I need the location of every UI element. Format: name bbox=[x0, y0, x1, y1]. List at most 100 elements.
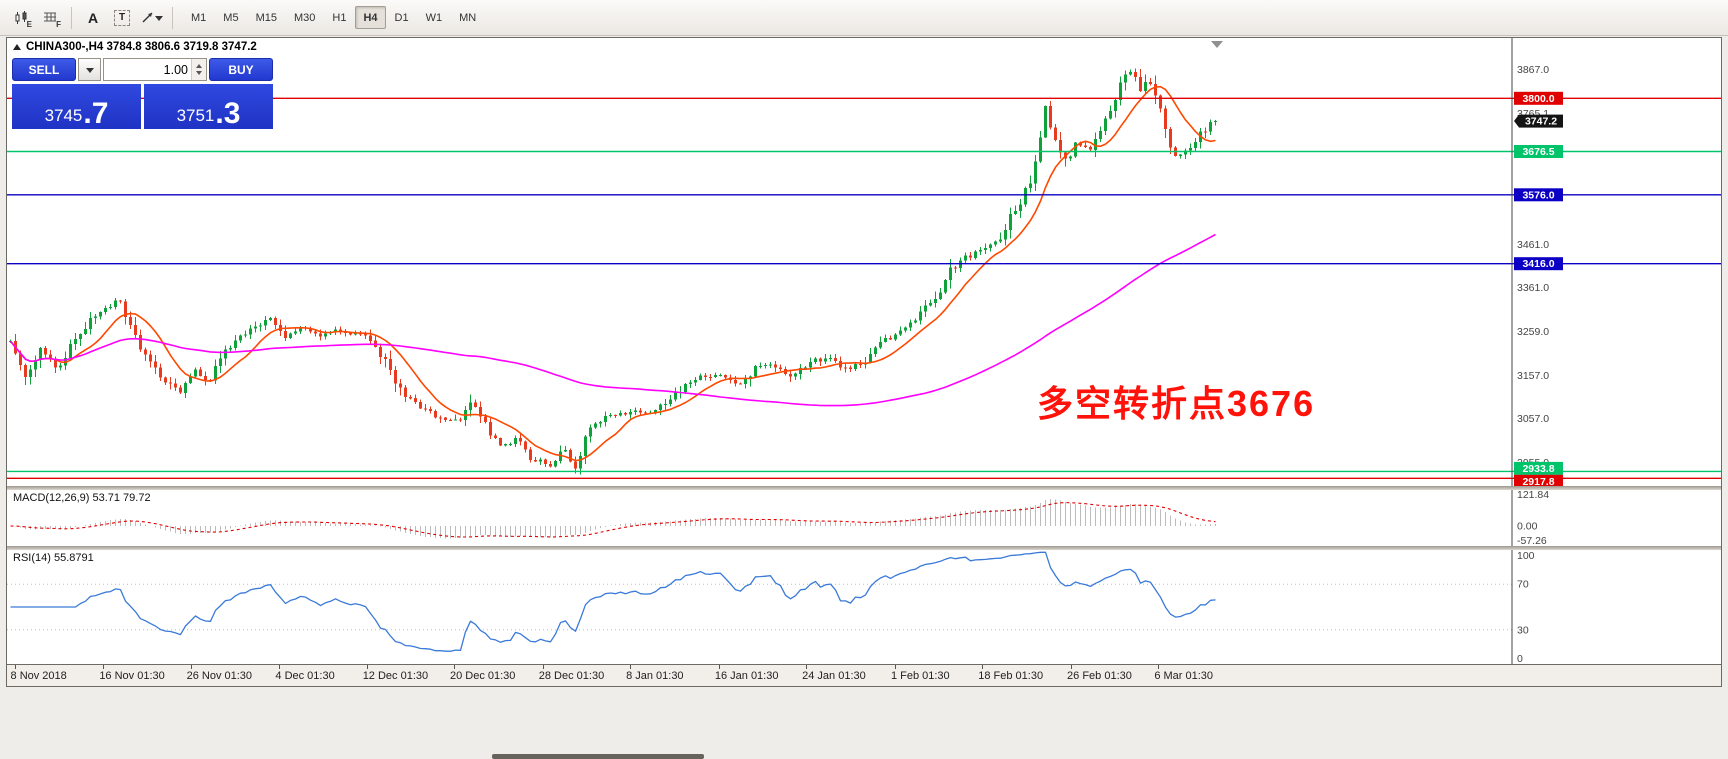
price-line-badge: 2917.8 bbox=[1514, 474, 1563, 486]
text-label-icon: T bbox=[114, 9, 130, 26]
time-tick bbox=[190, 665, 192, 669]
time-axis-label: 20 Dec 01:30 bbox=[449, 670, 516, 682]
rsi-line bbox=[10, 551, 1216, 652]
candlestick-tool-button[interactable]: E bbox=[8, 5, 34, 30]
pane-resize-divider[interactable] bbox=[7, 486, 1721, 490]
macd-axis-label: 121.84 bbox=[1517, 490, 1549, 501]
timeframe-m1-button[interactable]: M1 bbox=[183, 6, 214, 29]
macd-axis-label: 0.00 bbox=[1517, 521, 1538, 533]
symbol-info: CHINA300-,H4 3784.8 3806.6 3719.8 3747.2 bbox=[13, 41, 257, 53]
time-axis[interactable]: 8 Nov 2018 16 Nov 01:30 26 Nov 01:30 4 Dec … bbox=[7, 664, 1721, 686]
rsi-label: RSI(14) 55.8791 bbox=[13, 552, 94, 564]
volume-increase-button[interactable] bbox=[192, 59, 206, 70]
price-axis-label: 3867.0 bbox=[1517, 64, 1549, 76]
chart-window: 3867.0 3765.1 3461.0 3361.0 3259.0 3157.0 3057… bbox=[6, 37, 1722, 687]
svg-text:3576.0: 3576.0 bbox=[1522, 189, 1554, 201]
candlestick-icon bbox=[15, 10, 27, 24]
text-label-tool-button[interactable]: T bbox=[109, 5, 135, 30]
toolbar-separator bbox=[172, 6, 173, 29]
timeframe-mn-button[interactable]: MN bbox=[451, 6, 484, 29]
time-tick bbox=[1071, 665, 1073, 669]
time-tick bbox=[453, 665, 455, 669]
time-axis-label: 8 Jan 01:30 bbox=[626, 670, 684, 682]
time-axis-label: 6 Mar 01:30 bbox=[1154, 670, 1214, 682]
price-chart-canvas[interactable]: 3867.03765.13461.03361.03259.03157.03057… bbox=[7, 38, 1721, 486]
time-axis-label: 8 Nov 2018 bbox=[10, 670, 67, 682]
one-click-trading-panel: SELL 1.00 BUY 3745.7 3751. bbox=[12, 58, 273, 129]
main-chart-pane: 3867.0 3765.1 3461.0 3361.0 3259.0 3157.0 3057… bbox=[7, 38, 1721, 486]
time-axis-label: 26 Nov 01:30 bbox=[186, 670, 253, 682]
time-axis-label: 16 Jan 01:30 bbox=[714, 670, 779, 682]
time-axis-label: 28 Dec 01:30 bbox=[538, 670, 605, 682]
price-line-badge: 3416.0 bbox=[1514, 257, 1563, 271]
timeframe-d1-button[interactable]: D1 bbox=[387, 6, 417, 29]
time-axis-label: 12 Dec 01:30 bbox=[362, 670, 429, 682]
tool-badge: F bbox=[56, 20, 61, 29]
time-tick bbox=[366, 665, 368, 669]
price-line-badge: 3747.2 bbox=[1519, 114, 1563, 128]
rsi-axis-label: 0 bbox=[1517, 653, 1523, 664]
buy-button[interactable]: BUY bbox=[209, 58, 273, 81]
time-tick bbox=[1158, 665, 1160, 669]
svg-text:2917.8: 2917.8 bbox=[1522, 476, 1554, 486]
time-axis-label: 1 Feb 01:30 bbox=[890, 670, 950, 682]
macd-axis-label: -57.26 bbox=[1517, 535, 1547, 546]
chevron-down-icon bbox=[85, 67, 94, 77]
rsi-axis-label: 100 bbox=[1517, 550, 1535, 562]
timeframe-h1-button[interactable]: H1 bbox=[324, 6, 354, 29]
ask-price-main: 3751 bbox=[176, 106, 215, 126]
tool-badge: E bbox=[26, 20, 32, 29]
pane-resize-divider[interactable] bbox=[7, 546, 1721, 550]
timeframe-m5-button[interactable]: M5 bbox=[215, 6, 246, 29]
volume-field[interactable]: 1.00 bbox=[103, 58, 207, 81]
line-studies-dropdown-button[interactable] bbox=[138, 5, 164, 30]
one-click-toggle-icon[interactable] bbox=[13, 44, 21, 50]
price-axis-label: 3259.0 bbox=[1517, 326, 1549, 338]
symbol-ohlc-text: CHINA300-,H4 3784.8 3806.6 3719.8 3747.2 bbox=[26, 41, 257, 53]
macd-canvas[interactable]: 121.84 0.00 -57.26 bbox=[7, 490, 1721, 546]
macd-label: MACD(12,26,9) 53.71 79.72 bbox=[13, 492, 151, 504]
time-axis-label: 18 Feb 01:30 bbox=[978, 670, 1044, 682]
svg-text:3800.0: 3800.0 bbox=[1522, 93, 1554, 105]
toolbar: E F A T M1 M5 M15 M30 H1 H4 D1 W1 MN bbox=[0, 0, 1728, 36]
ma-fast-line bbox=[9, 85, 1216, 462]
timeframe-h4-button[interactable]: H4 bbox=[355, 6, 386, 29]
rsi-axis-label: 30 bbox=[1517, 624, 1529, 636]
macd-pane: 121.84 0.00 -57.26 MACD(12,26,9) 53.71 79.… bbox=[7, 490, 1721, 546]
price-axis-label: 3461.0 bbox=[1517, 239, 1549, 251]
ask-price-box[interactable]: 3751.3 bbox=[144, 84, 273, 129]
ask-price-big: .3 bbox=[215, 96, 241, 130]
svg-text:3416.0: 3416.0 bbox=[1522, 258, 1554, 270]
timeframe-w1-button[interactable]: W1 bbox=[418, 6, 451, 29]
time-tick bbox=[982, 665, 984, 669]
volume-decrease-button[interactable] bbox=[192, 69, 206, 80]
time-tick bbox=[103, 665, 105, 669]
time-tick bbox=[279, 665, 281, 669]
price-line-badge: 2933.8 bbox=[1514, 461, 1563, 475]
chart-shift-icon[interactable] bbox=[1211, 41, 1223, 48]
time-tick bbox=[542, 665, 544, 669]
chevron-down-icon bbox=[154, 15, 163, 25]
time-tick bbox=[806, 665, 808, 669]
time-axis-label: 4 Dec 01:30 bbox=[275, 670, 335, 682]
volume-dropdown-button[interactable] bbox=[78, 58, 101, 81]
volume-value: 1.00 bbox=[163, 62, 188, 77]
sell-button[interactable]: SELL bbox=[12, 58, 76, 81]
timeframe-m15-button[interactable]: M15 bbox=[248, 6, 285, 29]
arrow-up-icon bbox=[196, 61, 202, 68]
grid-tool-button[interactable]: F bbox=[37, 5, 63, 30]
toolbar-separator bbox=[71, 6, 72, 29]
candles-layer bbox=[9, 68, 1217, 475]
rsi-canvas[interactable]: 100 70 30 0 bbox=[7, 550, 1721, 664]
current-price-arrow bbox=[1514, 114, 1519, 128]
timeframe-m30-button[interactable]: M30 bbox=[286, 6, 323, 29]
bid-price-box[interactable]: 3745.7 bbox=[12, 84, 141, 129]
volume-spinner bbox=[191, 59, 206, 80]
time-axis-label: 26 Feb 01:30 bbox=[1067, 670, 1132, 682]
chart-annotation: 多空转折点3676 bbox=[1037, 383, 1316, 424]
bid-price-big: .7 bbox=[83, 96, 109, 130]
price-line-badge: 3800.0 bbox=[1514, 91, 1563, 105]
time-tick bbox=[718, 665, 720, 669]
macd-signal-line bbox=[10, 502, 1216, 538]
text-tool-button[interactable]: A bbox=[80, 5, 106, 30]
